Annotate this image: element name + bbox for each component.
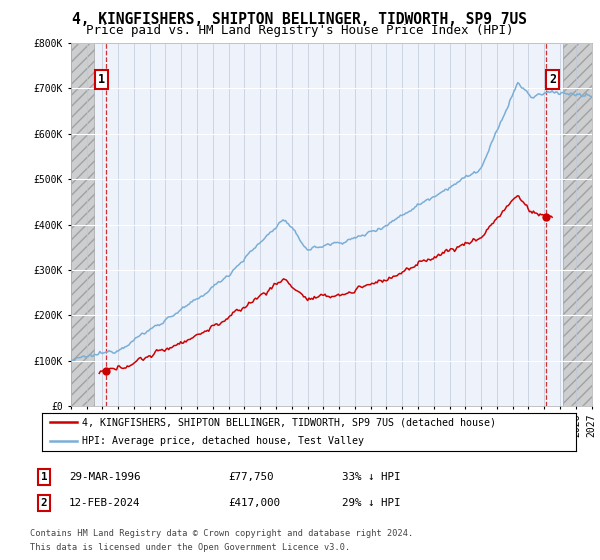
Bar [71, 43, 94, 406]
Text: £77,750: £77,750 [228, 472, 274, 482]
Text: Price paid vs. HM Land Registry's House Price Index (HPI): Price paid vs. HM Land Registry's House … [86, 24, 514, 37]
Text: 4, KINGFISHERS, SHIPTON BELLINGER, TIDWORTH, SP9 7US: 4, KINGFISHERS, SHIPTON BELLINGER, TIDWO… [73, 12, 527, 27]
Text: 33% ↓ HPI: 33% ↓ HPI [342, 472, 401, 482]
Text: This data is licensed under the Open Government Licence v3.0.: This data is licensed under the Open Gov… [30, 543, 350, 552]
Text: £417,000: £417,000 [228, 498, 280, 508]
Bar [563, 43, 592, 406]
Text: 29% ↓ HPI: 29% ↓ HPI [342, 498, 401, 508]
Text: 29-MAR-1996: 29-MAR-1996 [69, 472, 140, 482]
Text: 1: 1 [41, 472, 47, 482]
Text: Contains HM Land Registry data © Crown copyright and database right 2024.: Contains HM Land Registry data © Crown c… [30, 529, 413, 538]
Text: 12-FEB-2024: 12-FEB-2024 [69, 498, 140, 508]
Text: 2: 2 [41, 498, 47, 508]
Text: 4, KINGFISHERS, SHIPTON BELLINGER, TIDWORTH, SP9 7US (detached house): 4, KINGFISHERS, SHIPTON BELLINGER, TIDWO… [82, 417, 496, 427]
Text: 2: 2 [550, 73, 556, 86]
Text: 1: 1 [98, 73, 105, 86]
Text: HPI: Average price, detached house, Test Valley: HPI: Average price, detached house, Test… [82, 436, 364, 446]
